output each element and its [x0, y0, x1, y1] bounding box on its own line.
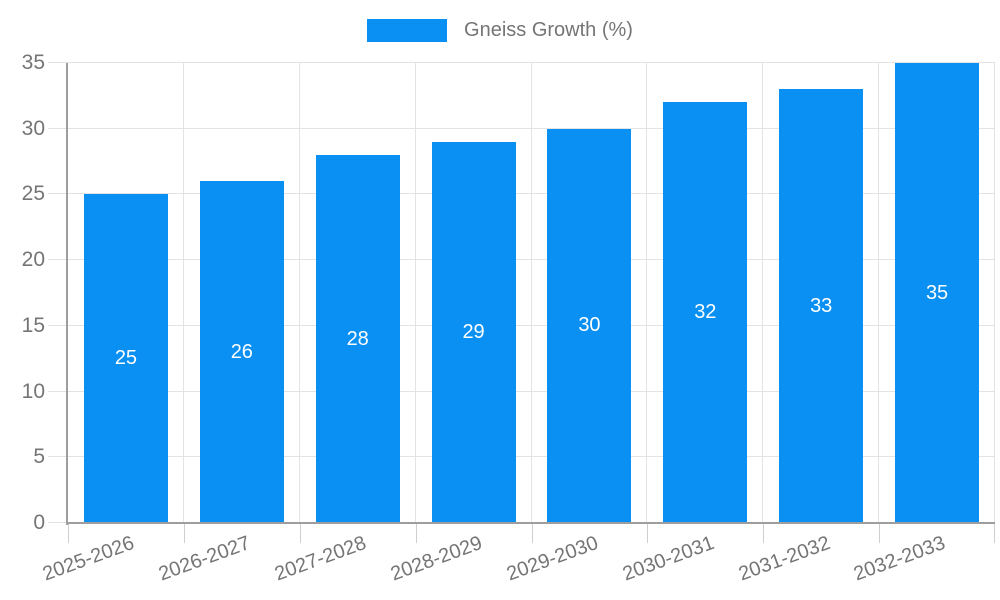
gridline-h [48, 390, 995, 392]
gridline-v [530, 63, 532, 523]
bar-value-label: 25 [114, 347, 138, 370]
bar-value-label: 28 [346, 327, 369, 350]
bar-value-label: 26 [230, 340, 253, 363]
x-axis-category-label: 2027-2028 [271, 532, 370, 586]
bar[interactable]: 25 [83, 194, 168, 523]
legend[interactable]: Gneiss Growth (%) [0, 19, 1000, 42]
x-axis-category-label: 2030-2031 [619, 532, 717, 586]
x-axis-tick [68, 523, 69, 543]
y-axis-tick-label: 5 [33, 445, 45, 469]
bar[interactable]: 32 [663, 102, 748, 523]
bar-value-label: 29 [462, 320, 485, 343]
x-axis-category-label: 2032-2033 [851, 532, 949, 586]
bar[interactable]: 28 [315, 155, 400, 523]
x-axis-tick [879, 523, 881, 543]
x-axis-tick [647, 523, 649, 543]
y-axis-line [66, 63, 68, 525]
y-axis-tick-label: 35 [21, 51, 45, 74]
x-axis-category-label: 2028-2029 [387, 532, 486, 586]
bar[interactable]: 29 [431, 141, 516, 523]
x-axis-tick [994, 523, 995, 543]
gridline-v [646, 63, 648, 523]
x-axis-category-label: 2029-2030 [503, 532, 601, 586]
y-axis-tick-label: 20 [21, 248, 45, 272]
x-axis-tick [183, 523, 185, 543]
gridline-h [48, 324, 995, 326]
gridline-v [414, 63, 416, 523]
bar[interactable]: 35 [895, 63, 980, 523]
y-axis-tick-label: 30 [21, 116, 45, 140]
y-axis-tick-label: 25 [21, 182, 45, 206]
y-axis-tick-label: 15 [21, 313, 45, 337]
x-axis-tick [531, 523, 533, 543]
gridline-h [48, 127, 995, 129]
y-axis-tick-label: 10 [21, 379, 45, 403]
bar[interactable]: 26 [199, 181, 284, 523]
y-axis-tick-label: 0 [33, 511, 45, 534]
x-axis-category-label: 2025-2026 [40, 532, 138, 586]
legend-label: Gneiss Growth (%) [464, 19, 633, 41]
gridline-v [878, 63, 880, 523]
legend-swatch [367, 19, 448, 42]
gridline-v [994, 63, 995, 523]
bar-value-label: 35 [925, 281, 949, 304]
bar[interactable]: 33 [779, 89, 864, 523]
bar-value-label: 32 [694, 301, 717, 324]
x-axis-tick [299, 523, 301, 543]
x-axis-tick [415, 523, 417, 543]
gridline-v [182, 63, 184, 523]
bar[interactable]: 30 [547, 128, 632, 523]
gridline-v [298, 63, 300, 523]
gridline-h [48, 259, 995, 261]
x-axis-category-label: 2026-2027 [155, 532, 254, 586]
bar-value-label: 33 [810, 294, 833, 317]
x-axis-line [66, 522, 995, 524]
x-axis-tick [763, 523, 765, 543]
gridline-v [762, 63, 764, 523]
gridline-h [48, 62, 995, 63]
bar-value-label: 30 [578, 314, 601, 337]
gridline-h [48, 456, 995, 458]
gridline-h [48, 193, 995, 195]
plot-area: 0 5 10 15 20 25 30 35 25 26 28 29 30 32 33 35 2025-2026 2… [22, 51, 995, 585]
x-axis-category-label: 2031-2032 [735, 532, 833, 586]
